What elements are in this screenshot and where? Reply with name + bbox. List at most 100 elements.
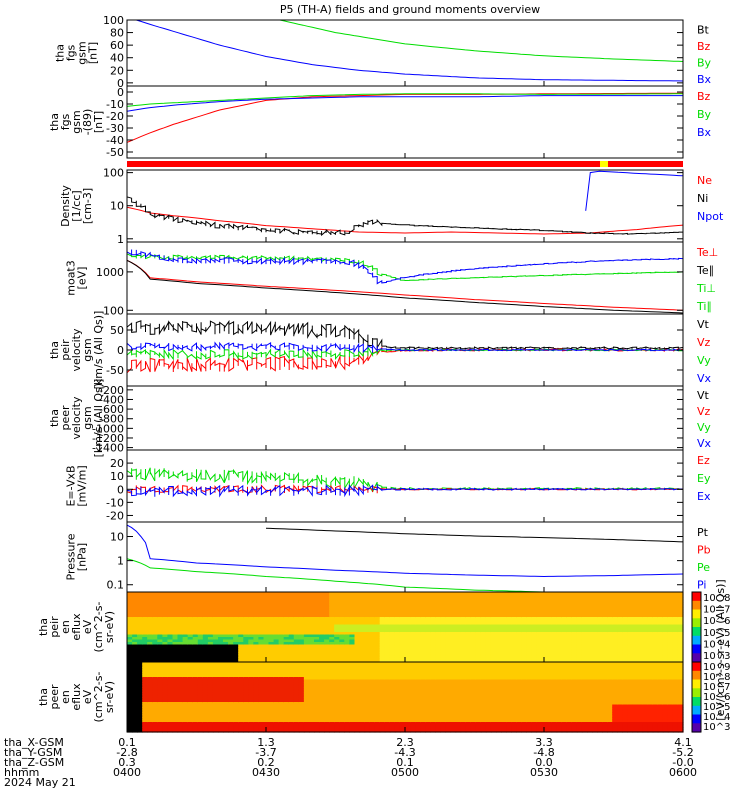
spectrogram-cell xyxy=(389,709,396,713)
spectrogram-cell xyxy=(587,657,593,661)
spectrogram-cell xyxy=(602,597,608,601)
spectrogram-cell xyxy=(288,619,295,623)
spectrogram-cell xyxy=(415,659,421,663)
spectrogram-cell xyxy=(455,624,462,628)
spectrogram-cell xyxy=(157,607,163,611)
spectrogram-cell xyxy=(182,642,189,646)
spectrogram-cell xyxy=(137,649,143,653)
spectrogram-cell xyxy=(571,659,578,663)
spectrogram-cell xyxy=(349,729,356,733)
spectrogram-cell xyxy=(157,712,163,716)
spectrogram-cell xyxy=(506,629,512,633)
spectrogram-cell xyxy=(293,709,300,713)
spectrogram-cell xyxy=(137,707,143,711)
spectrogram-cell xyxy=(349,607,356,611)
spectrogram-cell xyxy=(546,657,553,661)
spectrogram-cell xyxy=(132,612,138,616)
spectrogram-cell xyxy=(248,609,254,613)
spectrogram-cell xyxy=(324,592,330,596)
spectrogram-cell xyxy=(354,614,361,618)
spectrogram-cell xyxy=(354,632,361,636)
spectrogram-cell xyxy=(223,594,229,598)
spectrogram-cell xyxy=(364,697,371,701)
spectrogram-cell xyxy=(238,624,244,628)
spectrogram-cell xyxy=(162,614,169,618)
spectrogram-cell xyxy=(263,694,270,698)
spectrogram-cell xyxy=(480,604,487,608)
spectrogram-cell xyxy=(152,602,158,606)
spectrogram-cell xyxy=(521,597,527,601)
spectrogram-cell xyxy=(399,607,406,611)
spectrogram-cell xyxy=(218,659,224,663)
spectrogram-cell xyxy=(399,604,406,608)
spectrogram-cell xyxy=(309,664,315,668)
spectrogram-cell xyxy=(475,592,482,596)
spectrogram-cell xyxy=(268,682,275,686)
spectrogram-cell xyxy=(339,652,345,656)
colorbar-swatch xyxy=(692,653,701,663)
spectrogram-cell xyxy=(430,632,436,636)
spectrogram-cell xyxy=(657,604,664,608)
spectrogram-cell xyxy=(354,687,361,691)
spectrogram-cell xyxy=(394,612,401,616)
spectrogram-cell xyxy=(369,597,376,601)
spectrogram-cell xyxy=(263,719,270,723)
spectrogram-cell xyxy=(581,617,588,621)
spectrogram-cell xyxy=(248,654,254,658)
spectrogram-cell xyxy=(223,597,229,601)
spectrogram-cell xyxy=(263,622,270,626)
spectrogram-cell xyxy=(349,674,356,678)
spectrogram-cell xyxy=(127,597,133,601)
spectrogram-cell xyxy=(430,639,436,643)
spectrogram-cell xyxy=(162,604,169,608)
series-Pt xyxy=(265,527,684,543)
spectrogram-cell xyxy=(612,637,618,641)
spectrogram-cell xyxy=(622,659,628,663)
spectrogram-cell xyxy=(137,629,143,633)
spectrogram-cell xyxy=(324,712,330,716)
spectrogram-cell xyxy=(142,687,148,691)
spectrogram-cell xyxy=(278,702,285,706)
spectrogram-cell xyxy=(142,667,148,671)
spectrogram-cell xyxy=(546,659,553,663)
spectrogram-cell xyxy=(319,607,325,611)
spectrogram-cell xyxy=(531,649,538,653)
spectrogram-cell xyxy=(460,602,467,606)
spectrogram-cell xyxy=(298,689,305,693)
spectrogram-cell xyxy=(541,592,548,596)
spectrogram-cell xyxy=(672,632,679,636)
spectrogram-cell xyxy=(531,652,538,656)
spectrogram-cell xyxy=(389,699,396,703)
y-tick-label: -200 xyxy=(99,384,124,397)
spectrogram-cell xyxy=(374,602,381,606)
spectrogram-cell xyxy=(394,694,401,698)
spectrogram-cell xyxy=(162,727,169,731)
spectrogram-cell xyxy=(445,659,452,663)
spectrogram-cell xyxy=(177,647,184,651)
spectrogram-cell xyxy=(364,614,371,618)
spectrogram-cell xyxy=(177,674,184,678)
spectrogram-cell xyxy=(622,624,628,628)
spectrogram-cell xyxy=(359,664,366,668)
spectrogram-cell xyxy=(273,657,280,661)
spectrogram-cell xyxy=(379,597,386,601)
spectrogram-cell xyxy=(506,659,512,663)
spectrogram-cell xyxy=(212,672,219,676)
spectrogram-cell xyxy=(283,694,290,698)
spectrogram-cell xyxy=(657,642,664,646)
spectrogram-cell xyxy=(602,614,608,618)
spectrogram-cell xyxy=(349,714,356,718)
spectrogram-cell xyxy=(384,642,391,646)
spectrogram-cell xyxy=(339,677,345,681)
spectrogram-cell xyxy=(541,604,548,608)
spectrogram-cell xyxy=(405,619,411,623)
spectrogram-cell xyxy=(511,627,517,631)
spectrogram-cell xyxy=(162,639,169,643)
spectrogram-cell xyxy=(268,659,275,663)
spectrogram-cell xyxy=(167,629,174,633)
spectrogram-cell xyxy=(602,659,608,663)
spectrogram-cell xyxy=(394,632,401,636)
spectrogram-cell xyxy=(672,599,679,603)
spectrogram-cell xyxy=(334,642,340,646)
spectrogram-cell xyxy=(384,624,391,628)
